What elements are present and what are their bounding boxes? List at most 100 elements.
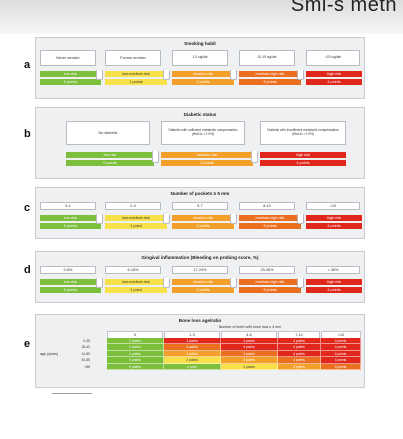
slider-tab	[163, 70, 170, 80]
age-axis-label: age (years)	[40, 352, 59, 356]
gingival-risk-3: medium risk	[172, 279, 234, 285]
slider-tab	[230, 214, 237, 224]
bone-cell: 4 points	[221, 344, 278, 351]
smoking-risk-2: low-medium risk	[105, 71, 167, 77]
gingival-risk-4: medium-high risk	[239, 279, 301, 285]
diabetic-status-panel: Diabetic status No diabetic Diabetic wit…	[35, 107, 365, 179]
pockets-points-4: 3 points	[239, 223, 301, 229]
bone-cell: 4 points	[221, 350, 278, 358]
gingival-points-1: 0 points	[40, 287, 101, 293]
top-title: Smi-s metn	[290, 0, 397, 16]
diabetic-label-1: No diabetic	[66, 121, 150, 145]
bone-cell: 4 points	[321, 344, 361, 351]
gingival-label-1: 0-5%	[40, 266, 96, 274]
age-row-1: 0-25	[83, 339, 90, 343]
smoking-risk-3: medium risk	[172, 71, 234, 77]
diabetic-label-3: Diabetic with insufficient metabolic com…	[260, 121, 346, 145]
bone-cell: 0 points	[107, 363, 164, 370]
bone-cell: 0 points	[107, 338, 164, 345]
smoking-risk-4: medium-high risk	[239, 71, 301, 77]
smoking-habit-title: Smoking habit	[184, 41, 216, 46]
smoking-habit-panel: Smoking habit Never smoker Former smoker…	[35, 37, 365, 99]
age-row-5: >65	[84, 364, 90, 369]
bone-cell: 4 points	[278, 344, 321, 351]
smoking-risk-1: low risk	[40, 71, 101, 77]
age-row-3: 41-50	[81, 351, 90, 356]
gingival-risk-1: low risk	[40, 279, 101, 285]
pockets-panel: Number of pockets ≥ 5 mm 0-1 2-4 5-7 8-1…	[35, 187, 365, 239]
pockets-title: Number of pockets ≥ 5 mm	[170, 191, 230, 196]
gingival-points-2: 1 point	[105, 287, 167, 293]
gingival-label-4: 25-35%	[239, 266, 295, 274]
bone-loss-subtitle: Number of teeth with bone loss ≥ 4 mm	[218, 325, 282, 329]
gingival-points-3: 2 points	[172, 287, 234, 293]
bone-cell: 4 points	[278, 338, 321, 345]
pockets-label-2: 2-4	[105, 202, 161, 210]
pockets-points-1: 0 points	[40, 223, 101, 229]
slider-tab	[230, 70, 237, 80]
bone-cell: 0 points	[107, 357, 164, 364]
smoking-points-4: 3 points	[239, 79, 301, 85]
pockets-label-3: 5-7	[172, 202, 228, 210]
section-a-letter: a	[24, 59, 31, 71]
bone-cell: 0 points	[107, 350, 164, 358]
diabetic-risk-3: high risk	[260, 152, 346, 158]
bone-cell: 3 points	[221, 357, 278, 364]
diabetic-label-2: Diabetic with sufficient metabolic compe…	[161, 121, 245, 145]
diabetic-points-3: 4 points	[260, 160, 346, 166]
smoking-points-3: 2 points	[172, 79, 234, 85]
pockets-risk-3: medium risk	[172, 215, 234, 221]
slider-tab	[251, 151, 258, 163]
bone-cell: 0 points	[107, 344, 164, 351]
gingival-label-5: > 36%	[306, 266, 360, 274]
slider-tab	[163, 214, 170, 224]
gingival-risk-5: high risk	[306, 279, 362, 285]
diabetic-risk-1: low risk	[66, 152, 154, 158]
pockets-risk-1: low risk	[40, 215, 101, 221]
bone-loss-panel: Bone loss age/ratio Number of teeth with…	[35, 314, 365, 388]
bone-cell: 4 points	[164, 344, 221, 351]
smoking-risk-5: high risk	[306, 71, 362, 77]
diabetic-risk-2: medium risk	[161, 152, 253, 158]
bone-cell: 4 points	[221, 338, 278, 345]
section-e-letter: e	[24, 338, 31, 350]
pockets-risk-2: low-medium risk	[105, 215, 167, 221]
bone-cell: 1 point	[164, 363, 221, 370]
gingival-label-3: 17-24%	[172, 266, 228, 274]
slider-tab	[152, 151, 159, 163]
pockets-points-2: 1 point	[105, 223, 167, 229]
bone-cell: 4 points	[278, 357, 321, 364]
smoking-points-1: 0 points	[40, 79, 101, 85]
bone-cell: 4 points	[321, 338, 361, 345]
slider-tab	[297, 278, 304, 288]
age-row-2: 26-40	[81, 345, 90, 350]
slider-tab	[297, 70, 304, 80]
pockets-label-1: 0-1	[40, 202, 96, 210]
gingival-label-2: 6-16%	[105, 266, 161, 274]
bone-cell: 4 points	[321, 363, 361, 370]
diabetic-status-title: Diabetic status	[183, 112, 217, 117]
smoking-label-5: >20 cig/die	[306, 50, 360, 66]
pockets-points-3: 2 points	[172, 223, 234, 229]
pockets-points-5: 4 points	[306, 223, 362, 229]
smoking-points-5: 4 points	[306, 79, 362, 85]
pockets-risk-5: high risk	[306, 215, 362, 221]
pockets-risk-4: medium-high risk	[239, 215, 301, 221]
bone-cell: 2 points	[164, 357, 221, 364]
slider-tab	[96, 70, 103, 80]
slider-tab	[230, 278, 237, 288]
gingival-title: Gingival inflammation (Bleeding on probi…	[141, 255, 259, 260]
bone-cell: 3 points	[164, 338, 221, 345]
gingival-panel: Gingival inflammation (Bleeding on probi…	[35, 251, 365, 303]
top-bar	[0, 0, 403, 34]
slider-tab	[163, 278, 170, 288]
gingival-points-5: 4 points	[306, 287, 362, 293]
gingival-points-4: 3 points	[239, 287, 301, 293]
bone-cell: 4 points	[164, 350, 221, 358]
smoking-label-1: Never smoker	[40, 50, 96, 66]
section-b-letter: b	[24, 128, 31, 140]
section-c-letter: c	[24, 202, 31, 214]
slider-tab	[96, 214, 103, 224]
smoking-label-4: 10-19 cig/die	[239, 50, 295, 66]
footnote-divider	[52, 393, 92, 394]
